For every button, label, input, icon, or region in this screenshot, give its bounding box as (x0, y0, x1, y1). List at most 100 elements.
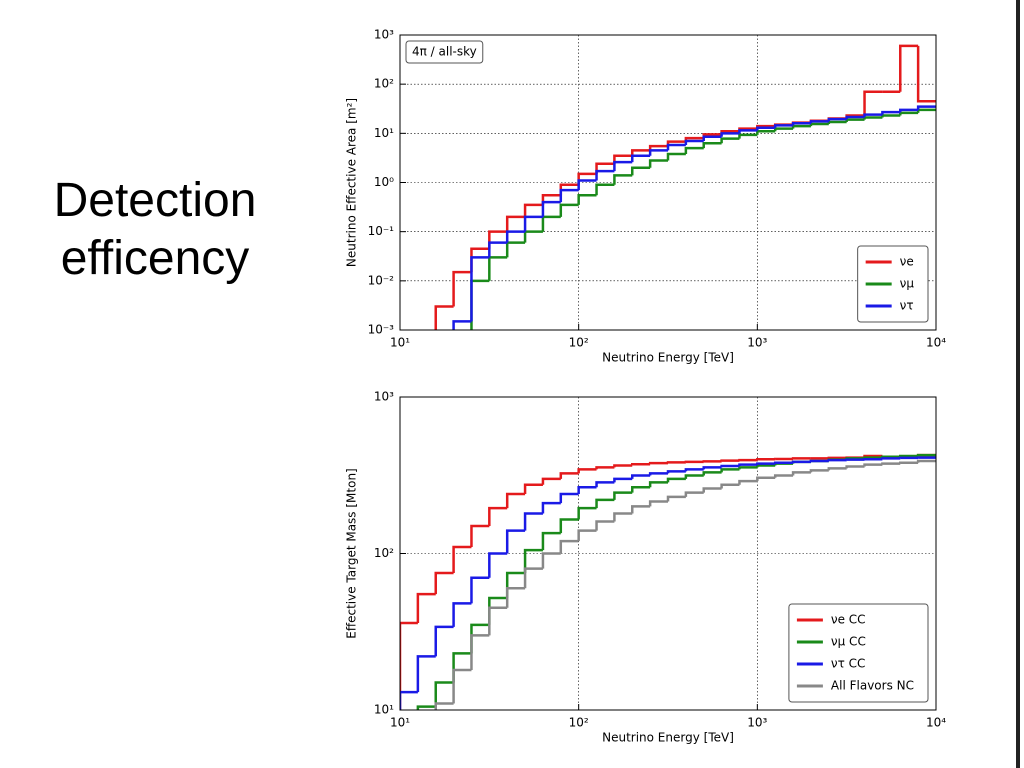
step (452, 270, 472, 307)
x-tick-label: 10⁴ (926, 336, 946, 350)
step (916, 105, 936, 110)
step (400, 621, 418, 710)
step (613, 160, 633, 172)
x-tick-label: 10² (569, 336, 589, 350)
step (470, 576, 490, 604)
step (541, 200, 561, 217)
step (523, 567, 543, 589)
step (488, 596, 508, 625)
step (523, 203, 543, 217)
step (916, 108, 936, 113)
step (470, 247, 490, 273)
step (684, 474, 704, 479)
step (791, 457, 811, 460)
legend-label: νμ (900, 277, 915, 291)
step (523, 230, 543, 243)
step (631, 474, 651, 479)
step (666, 143, 686, 151)
slide-edge (1016, 0, 1020, 768)
step (809, 459, 829, 463)
step (756, 464, 776, 468)
plot-frame (399, 396, 937, 711)
step (523, 215, 543, 232)
step (452, 545, 472, 574)
step (684, 460, 704, 464)
step (738, 133, 758, 139)
step (899, 111, 919, 116)
x-axis-label: Neutrino Energy [TeV] (602, 731, 734, 745)
step (666, 152, 686, 161)
step (666, 470, 686, 474)
step (434, 571, 454, 595)
step (523, 548, 543, 574)
step (881, 114, 901, 118)
step (470, 634, 490, 671)
step (881, 110, 901, 115)
step (863, 90, 883, 116)
step (720, 464, 740, 468)
step (791, 124, 811, 129)
step (702, 471, 722, 476)
step (702, 141, 722, 149)
step (577, 486, 597, 494)
legend-box (788, 603, 929, 703)
y-tick-label: 10² (374, 77, 394, 91)
step (400, 690, 418, 710)
step (434, 702, 454, 710)
step (648, 472, 668, 476)
step (470, 623, 490, 654)
step (666, 495, 686, 502)
slide-text: Detection efficency (53, 174, 257, 285)
step (720, 483, 740, 489)
step (863, 113, 883, 117)
step (470, 524, 490, 548)
legend-label: νμ CC (831, 635, 866, 649)
step (720, 459, 740, 462)
step (488, 230, 508, 249)
step (577, 194, 597, 205)
step (648, 159, 668, 168)
step (773, 474, 794, 478)
step (720, 137, 740, 144)
step (702, 487, 722, 493)
y-tick-label: 10² (374, 546, 394, 560)
step (470, 279, 490, 330)
step (434, 305, 454, 330)
step (899, 454, 919, 458)
step (899, 461, 919, 465)
step (684, 139, 704, 145)
step (756, 462, 776, 465)
step (505, 241, 526, 258)
annotation-box (405, 40, 484, 64)
step (899, 456, 919, 460)
x-tick-label: 10³ (747, 336, 767, 350)
step (541, 531, 561, 551)
step (631, 154, 651, 163)
step (541, 477, 561, 485)
step (809, 469, 829, 473)
step (505, 215, 526, 232)
step (756, 458, 776, 461)
step (916, 459, 936, 463)
step (631, 486, 651, 493)
step (541, 194, 561, 205)
step (845, 465, 865, 469)
legend-label: νe (900, 255, 914, 269)
step (684, 491, 704, 497)
y-tick-label: 10⁻¹ (368, 224, 395, 238)
y-tick-label: 10¹ (374, 126, 394, 140)
step (541, 501, 561, 514)
legend-label: ντ (900, 299, 914, 313)
step (577, 506, 597, 520)
step (702, 466, 722, 470)
x-tick-label: 10³ (747, 716, 767, 730)
step (791, 471, 811, 476)
x-tick-label: 10¹ (390, 716, 410, 730)
step (577, 529, 597, 542)
step (631, 462, 651, 466)
step (809, 120, 829, 124)
y-tick-label: 10⁻³ (368, 323, 395, 337)
step (488, 552, 508, 578)
step (488, 256, 508, 281)
